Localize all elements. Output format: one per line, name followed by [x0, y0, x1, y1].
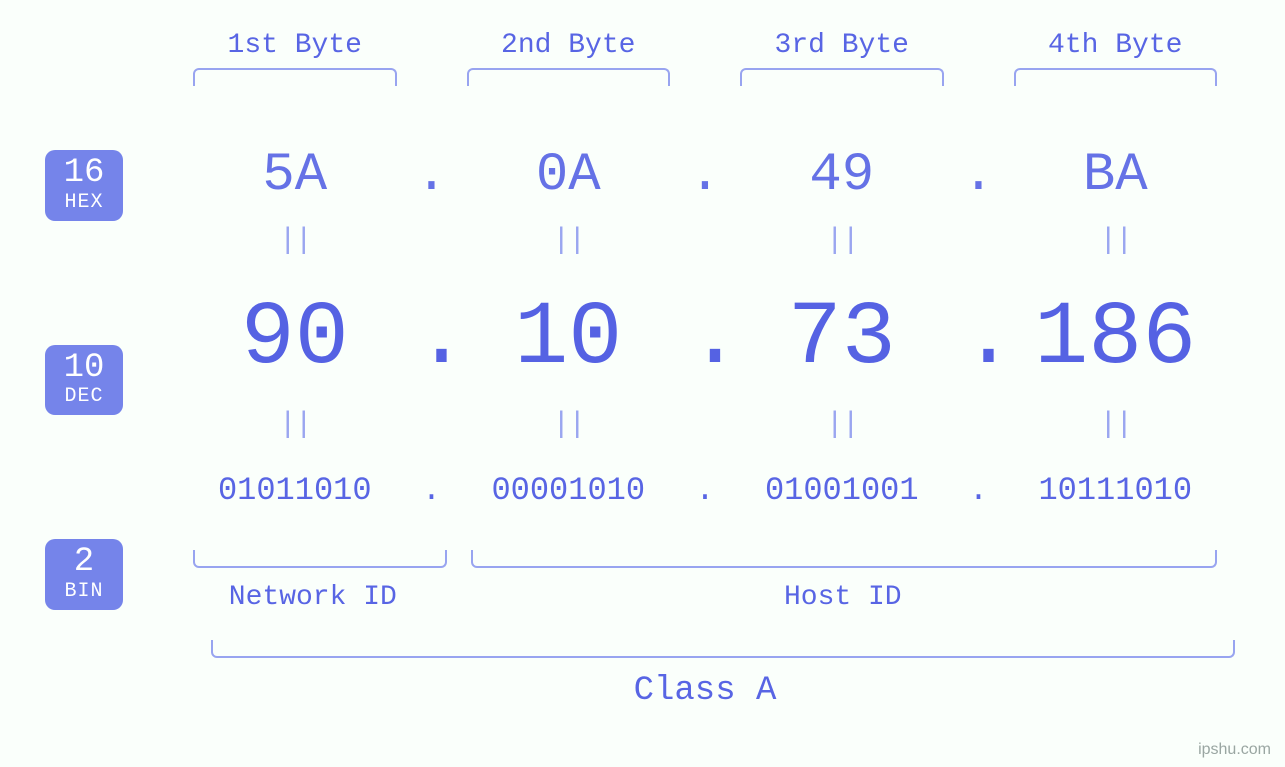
equals-icon: || [722, 224, 962, 258]
byte-header-4: 4th Byte [996, 30, 1236, 61]
byte-header-1: 1st Byte [175, 30, 415, 61]
dot-separator: . [962, 288, 996, 390]
top-bracket-row [175, 67, 1235, 87]
byte-header-row: 1st Byte 2nd Byte 3rd Byte 4th Byte [175, 30, 1235, 61]
top-bracket-2 [467, 68, 671, 86]
equals-row-1: || . || . || . || [175, 224, 1235, 258]
byte-header-2: 2nd Byte [449, 30, 689, 61]
badge-hex: 16 HEX [45, 150, 123, 221]
equals-icon: || [449, 408, 689, 442]
dot-separator: . [688, 472, 722, 509]
bin-byte-4: 10111010 [996, 472, 1236, 509]
equals-icon: || [175, 408, 415, 442]
equals-icon: || [996, 224, 1236, 258]
dec-byte-2: 10 [449, 288, 689, 390]
badge-hex-base: 16 [45, 156, 123, 192]
badge-bin-abbr: BIN [45, 581, 123, 602]
network-host-labels: Network ID Host ID [175, 582, 1235, 613]
bin-byte-2: 00001010 [449, 472, 689, 509]
dec-byte-4: 186 [996, 288, 1236, 390]
class-label: Class A [175, 672, 1235, 710]
dot-separator: . [688, 288, 722, 390]
badge-bin-base: 2 [45, 545, 123, 581]
hex-row: 5A . 0A . 49 . BA [175, 145, 1235, 206]
host-id-label: Host ID [451, 582, 1235, 613]
dot-separator: . [415, 472, 449, 509]
badge-bin: 2 BIN [45, 539, 123, 610]
watermark: ipshu.com [1198, 741, 1271, 759]
hex-byte-3: 49 [722, 145, 962, 206]
dot-separator: . [415, 145, 449, 206]
ip-grid: 1st Byte 2nd Byte 3rd Byte 4th Byte 5A .… [175, 30, 1235, 509]
host-bracket [471, 550, 1217, 568]
top-bracket-3 [740, 68, 944, 86]
badge-hex-abbr: HEX [45, 192, 123, 213]
network-host-bracket-row [175, 550, 1235, 568]
dec-row: 90 . 10 . 73 . 186 [175, 288, 1235, 390]
network-id-label: Network ID [175, 582, 451, 613]
byte-header-3: 3rd Byte [722, 30, 962, 61]
badge-dec-base: 10 [45, 351, 123, 387]
bin-byte-3: 01001001 [722, 472, 962, 509]
network-bracket [193, 550, 447, 568]
equals-icon: || [996, 408, 1236, 442]
bin-row: 01011010 . 00001010 . 01001001 . 1011101… [175, 472, 1235, 509]
badge-dec-abbr: DEC [45, 386, 123, 407]
hex-byte-2: 0A [449, 145, 689, 206]
hex-byte-1: 5A [175, 145, 415, 206]
class-bracket [211, 640, 1235, 658]
equals-row-2: || . || . || . || [175, 408, 1235, 442]
bin-byte-1: 01011010 [175, 472, 415, 509]
base-badges: 16 HEX 10 DEC 2 BIN [45, 150, 123, 610]
equals-icon: || [449, 224, 689, 258]
hex-byte-4: BA [996, 145, 1236, 206]
equals-icon: || [175, 224, 415, 258]
badge-dec: 10 DEC [45, 345, 123, 416]
top-bracket-4 [1014, 68, 1218, 86]
dot-separator: . [415, 288, 449, 390]
equals-icon: || [722, 408, 962, 442]
dec-byte-1: 90 [175, 288, 415, 390]
top-bracket-1 [193, 68, 397, 86]
dot-separator: . [962, 145, 996, 206]
dot-separator: . [962, 472, 996, 509]
dec-byte-3: 73 [722, 288, 962, 390]
dot-separator: . [688, 145, 722, 206]
